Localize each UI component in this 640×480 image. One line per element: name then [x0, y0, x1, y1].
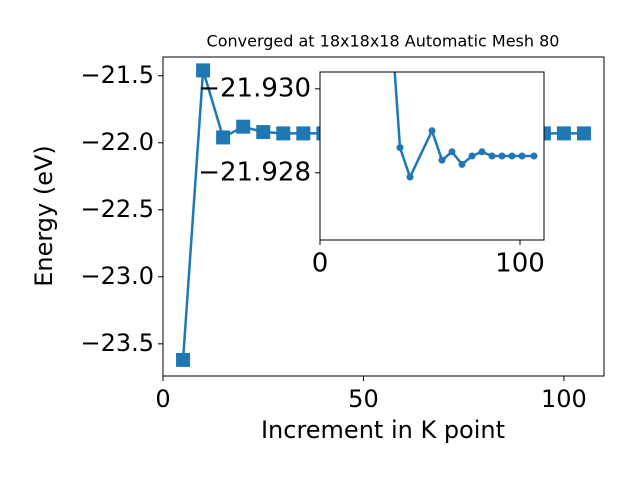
- y-tick-label: −22.5: [80, 195, 154, 223]
- marker: [530, 152, 538, 160]
- plot-area: [387, 1, 538, 181]
- marker: [508, 152, 516, 160]
- marker: [176, 352, 191, 367]
- y-tick-label: −21.930: [198, 73, 311, 103]
- y-tick-label: −23.0: [80, 262, 154, 290]
- marker: [488, 152, 496, 160]
- x-axis-label: Increment in K point: [261, 416, 505, 444]
- marker: [236, 119, 251, 134]
- marker: [406, 173, 414, 181]
- marker: [296, 126, 311, 141]
- x-tick-label: 0: [155, 385, 170, 413]
- marker: [518, 152, 526, 160]
- marker: [276, 126, 291, 141]
- marker: [196, 63, 211, 78]
- marker: [498, 152, 506, 160]
- marker: [387, 1, 394, 8]
- marker: [556, 126, 571, 141]
- marker: [428, 127, 436, 135]
- marker: [448, 148, 456, 156]
- marker: [216, 130, 231, 145]
- axes-frame: [319, 71, 545, 241]
- axes-frame: [162, 56, 605, 377]
- chart-title: Converged at 18x18x18 Automatic Mesh 80: [207, 32, 560, 51]
- marker: [438, 156, 446, 164]
- marker: [396, 144, 404, 152]
- y-tick-label: −23.5: [80, 329, 154, 357]
- marker: [458, 160, 466, 168]
- y-tick-label: −21.5: [80, 61, 154, 89]
- marker: [468, 152, 476, 160]
- y-axis-label: Energy (eV): [30, 145, 58, 287]
- marker: [576, 126, 591, 141]
- y-tick-label: −21.928: [198, 157, 311, 187]
- x-tick-label: 0: [312, 249, 329, 279]
- marker: [256, 125, 271, 140]
- x-tick-label: 50: [348, 385, 379, 413]
- x-tick-label: 100: [495, 249, 545, 279]
- x-tick-label: 100: [541, 385, 587, 413]
- marker: [478, 148, 486, 156]
- y-tick-label: −22.0: [80, 128, 154, 156]
